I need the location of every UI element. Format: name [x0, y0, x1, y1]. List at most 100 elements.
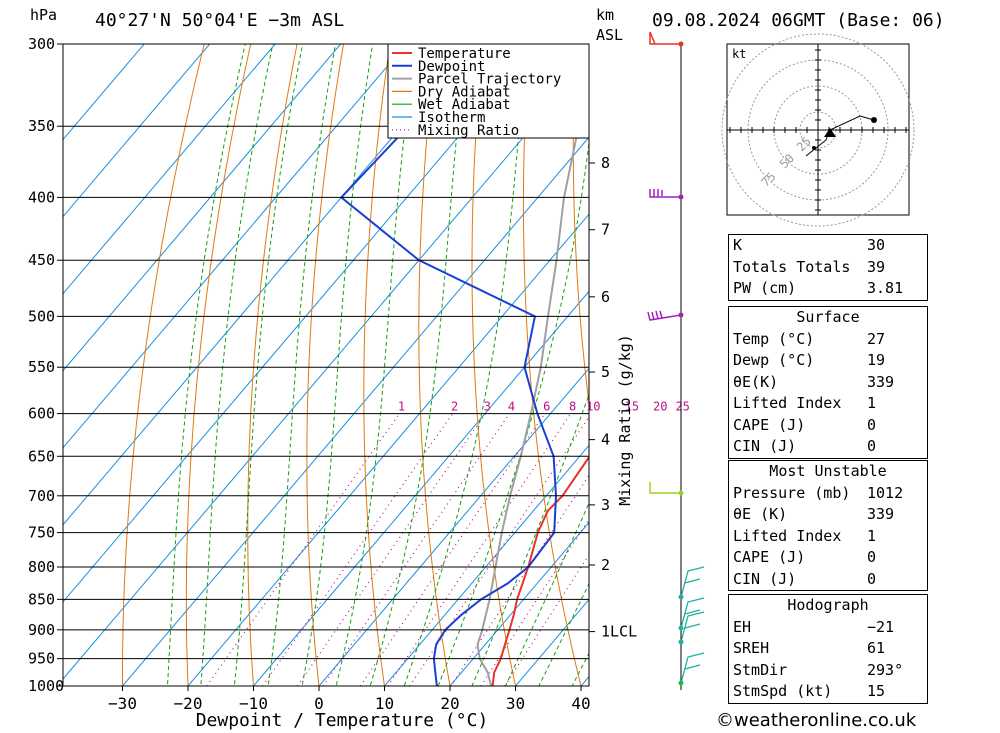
height-tick-label: 7: [601, 221, 610, 239]
wet-adiabat: [335, 44, 416, 686]
mixing-ratio-line: [359, 413, 546, 686]
pressure-tick-label: 450: [28, 251, 55, 269]
section-title: Most Unstable: [769, 462, 887, 480]
pressure-tick-label: 700: [28, 487, 55, 505]
row-label: SREH: [733, 639, 770, 657]
section-title: Hodograph: [787, 596, 869, 614]
hodograph-ring: [721, 33, 915, 227]
height-tick-label: 3: [601, 496, 610, 514]
row-value: 0: [867, 415, 877, 434]
row-value: 1: [867, 394, 877, 412]
table-row: Lifted Index 1: [729, 393, 927, 415]
table-row: PW (cm) 3.81: [729, 278, 927, 300]
legend-label: Isotherm: [418, 110, 485, 126]
dewpoint-line: [339, 44, 558, 686]
mixing-ratio-label: 8: [569, 400, 576, 414]
temp-tick-label: 40: [571, 694, 590, 713]
storm-motion-marker: [824, 128, 836, 137]
section-title: Surface: [796, 308, 860, 326]
row-value: 339: [867, 372, 895, 391]
mixing-ratio-label: 15: [625, 400, 639, 414]
hodograph-unit: kt: [732, 47, 746, 61]
isotherm: [383, 444, 589, 686]
isotherm: [449, 521, 589, 686]
wind-barb: [649, 482, 681, 494]
row-value: 1012: [867, 483, 904, 502]
row-label: θE(K): [733, 372, 779, 391]
pressure-tick-label: 950: [28, 650, 55, 668]
table-row: CAPE (J) 0: [729, 547, 927, 569]
table-row: StmSpd (kt) 15: [729, 681, 927, 703]
row-label: PW (cm): [733, 279, 797, 297]
height-tick-label: 5: [601, 363, 610, 381]
dry-adiabat: [122, 44, 205, 686]
hodograph-table: Hodograph EH −21 SREH 61 StmDir 293° StmSpd (kt…: [728, 594, 928, 704]
row-label: CAPE (J): [733, 415, 806, 434]
dry-adiabat: [942, 7, 1000, 712]
row-value: 293°: [867, 660, 904, 679]
table-row: Dewp (°C) 19: [729, 350, 927, 372]
wet-adiabat: [471, 393, 589, 686]
row-label: Totals Totals: [733, 257, 851, 276]
table-row: θE (K) 339: [729, 504, 927, 526]
legend-label: Wet Adiabat: [418, 97, 511, 113]
row-value: 1: [867, 526, 877, 545]
mixing-ratio-axis-label: Mixing Ratio (g/kg): [616, 334, 634, 506]
row-value: 0: [867, 437, 877, 455]
row-value: 15: [867, 682, 886, 700]
row-label: EH: [733, 617, 752, 636]
dry-adiabat: [522, 44, 582, 686]
row-value: 339: [867, 505, 895, 523]
datetime: 09.08.2024 06GMT (Base: 06): [652, 10, 945, 31]
legend-box: [387, 43, 590, 139]
height-tick-label: 6: [601, 288, 610, 306]
dry-adiabat: [471, 44, 517, 686]
row-label: K: [733, 236, 743, 254]
legend-label: Dry Adiabat: [418, 84, 511, 100]
legend-label: Temperature: [418, 46, 511, 62]
wet-adiabat: [369, 44, 467, 686]
isotherm: [187, 213, 589, 686]
mixing-ratio-label: 1: [398, 400, 405, 414]
pressure-tick-label: 400: [28, 188, 55, 206]
wind-barb: [655, 310, 659, 320]
height-tick-label: 1LCL: [601, 623, 637, 641]
hodograph-end-dot: [871, 117, 877, 123]
height-tick-label: 2: [601, 556, 610, 574]
wet-adiabat: [233, 44, 304, 686]
dry-adiabat: [622, 7, 721, 712]
row-label: StmSpd (kt): [733, 682, 833, 700]
isotherm: [318, 367, 589, 686]
isotherm: [63, 44, 145, 141]
hodograph-point: [812, 146, 816, 150]
pressure-tick-label: 1000: [28, 677, 64, 695]
dry-adiabat: [572, 44, 589, 408]
wet-adiabat: [403, 44, 528, 686]
pressure-tick-label: 750: [28, 524, 55, 542]
table-row: Lifted Index 1: [729, 526, 927, 548]
wind-barb: [680, 566, 705, 598]
mixing-ratio-label: 10: [586, 400, 600, 414]
most-unstable-table: Most Unstable Pressure (mb) 1012 θE (K) 339 L…: [728, 460, 928, 591]
row-value: 61: [867, 639, 886, 657]
wind-barb: [659, 310, 663, 319]
mixing-ratio-label: 6: [543, 400, 550, 414]
wet-adiabat: [267, 44, 336, 686]
pressure-tick-label: 300: [28, 35, 55, 53]
mixing-ratio-line: [387, 413, 572, 686]
legend-label: Parcel Trajectory: [418, 72, 561, 88]
height-tick-label: 4: [601, 431, 610, 449]
wind-barb: [649, 31, 681, 45]
mixing-ratio-line: [262, 413, 454, 686]
row-label: Temp (°C): [733, 329, 815, 348]
mixing-ratio-label: 3: [484, 400, 491, 414]
isotherm: [63, 44, 407, 449]
isotherm: [63, 44, 211, 218]
table-row: Pressure (mb) 1012: [729, 483, 927, 505]
wet-adiabat: [166, 44, 246, 686]
wet-adiabat: [437, 139, 589, 686]
pressure-tick-label: 500: [28, 307, 55, 325]
table-row: CIN (J) 0: [729, 436, 927, 458]
